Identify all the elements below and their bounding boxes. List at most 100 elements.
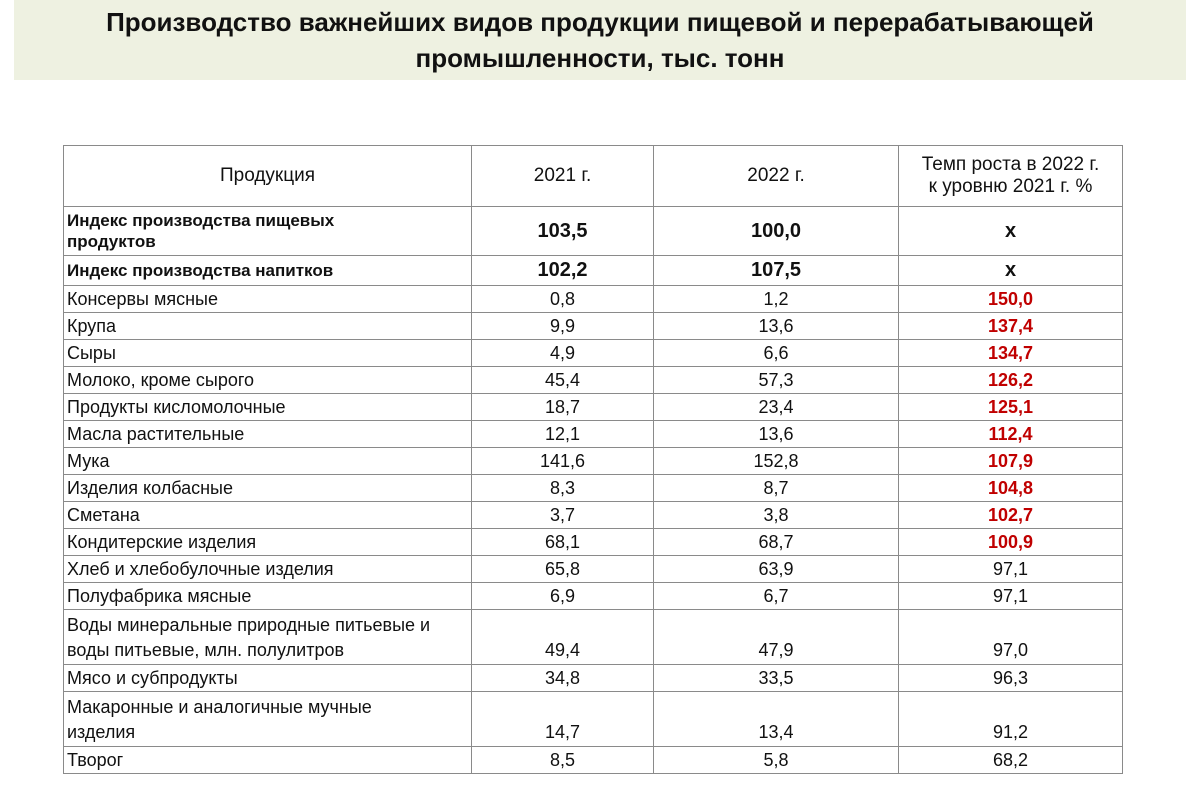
title-banner: Производство важнейших видов продукции п… — [14, 0, 1186, 80]
product-name-line-1: Молоко, кроме сырого — [67, 370, 255, 390]
table-row: Кондитерские изделия 68,1 68,7 100,9 — [63, 528, 1123, 556]
growth-cell: 97,1 — [898, 582, 1123, 610]
table-row: Молоко, кроме сырого 45,4 57,3 126,2 — [63, 366, 1123, 394]
table-row: Масла растительные 12,1 13,6 112,4 — [63, 420, 1123, 448]
value-2022-cell: 100,0 — [653, 206, 899, 256]
product-name-line-1: Мясо и субпродукты — [67, 668, 238, 688]
product-name-line-2: изделия — [67, 722, 136, 742]
table-row: Изделия колбасные 8,3 8,7 104,8 — [63, 474, 1123, 502]
product-name-line-1: Полуфабрика мясные — [67, 586, 252, 606]
product-name-line-1: Мука — [67, 451, 110, 471]
header-2022: 2022 г. — [653, 145, 899, 207]
product-name-cell: Молоко, кроме сырого — [63, 366, 472, 394]
product-name-line-1: Продукты кисломолочные — [67, 397, 286, 417]
product-name-line-1: Сыры — [67, 343, 116, 363]
value-2021-cell: 14,7 — [471, 691, 654, 747]
value-2022-cell: 3,8 — [653, 501, 899, 529]
index-row: Индекс производства напитков 102,2 107,5 х — [63, 255, 1123, 286]
value-2021-cell: 0,8 — [471, 285, 654, 313]
product-name-cell: Сметана — [63, 501, 472, 529]
growth-cell: 134,7 — [898, 339, 1123, 367]
product-name-cell: Сыры — [63, 339, 472, 367]
growth-cell: х — [898, 255, 1123, 286]
product-name-line-1: Масла растительные — [67, 424, 245, 444]
product-name-line-1: Макаронные и аналогичные мучные — [67, 697, 372, 717]
header-growth-line-2: к уровню 2021 г. % — [928, 176, 1093, 197]
value-2021-cell: 49,4 — [471, 609, 654, 665]
page-title-line-1: Производство важнейших видов продукции п… — [106, 7, 1094, 37]
value-2022-cell: 47,9 — [653, 609, 899, 665]
growth-cell: 107,9 — [898, 447, 1123, 475]
product-name-cell: Хлеб и хлебобулочные изделия — [63, 555, 472, 583]
header-growth: Темп роста в 2022 г. к уровню 2021 г. % — [898, 145, 1123, 207]
value-2021-cell: 4,9 — [471, 339, 654, 367]
product-name-cell: Мука — [63, 447, 472, 475]
value-2022-cell: 8,7 — [653, 474, 899, 502]
product-name-cell: Творог — [63, 746, 472, 774]
header-2021: 2021 г. — [471, 145, 654, 207]
table-row: Сыры 4,9 6,6 134,7 — [63, 339, 1123, 367]
growth-cell: х — [898, 206, 1123, 256]
product-name-cell: Масла растительные — [63, 420, 472, 448]
product-name-line-1: Индекс производства напитков — [67, 261, 334, 280]
page-title: Производство важнейших видов продукции п… — [106, 4, 1094, 76]
table-body: Индекс производства пищевых продуктов 103,… — [63, 206, 1123, 774]
table-row: Макаронные и аналогичные мучные изделия 14… — [63, 691, 1123, 747]
value-2022-cell: 57,3 — [653, 366, 899, 394]
table-row: Творог 8,5 5,8 68,2 — [63, 746, 1123, 774]
product-name-cell: Продукты кисломолочные — [63, 393, 472, 421]
value-2022-cell: 6,7 — [653, 582, 899, 610]
table-header-row: Продукция 2021 г. 2022 г. Темп роста в 2… — [63, 145, 1123, 207]
product-name-line-1: Хлеб и хлебобулочные изделия — [67, 559, 334, 579]
header-growth-line-1: Темп роста в 2022 г. — [921, 154, 1100, 175]
value-2021-cell: 12,1 — [471, 420, 654, 448]
value-2021-cell: 18,7 — [471, 393, 654, 421]
growth-cell: 126,2 — [898, 366, 1123, 394]
product-name-line-1: Крупа — [67, 316, 117, 336]
value-2021-cell: 68,1 — [471, 528, 654, 556]
growth-cell: 137,4 — [898, 312, 1123, 340]
value-2021-cell: 8,3 — [471, 474, 654, 502]
table-row: Продукты кисломолочные 18,7 23,4 125,1 — [63, 393, 1123, 421]
value-2022-cell: 1,2 — [653, 285, 899, 313]
growth-cell: 97,1 — [898, 555, 1123, 583]
table-row: Мясо и субпродукты 34,8 33,5 96,3 — [63, 664, 1123, 692]
value-2021-cell: 34,8 — [471, 664, 654, 692]
product-name-line-1: Индекс производства пищевых — [67, 211, 335, 230]
product-name-cell: Консервы мясные — [63, 285, 472, 313]
table-row: Консервы мясные 0,8 1,2 150,0 — [63, 285, 1123, 313]
production-table-wrapper: Продукция 2021 г. 2022 г. Темп роста в 2… — [63, 145, 1123, 774]
value-2021-cell: 3,7 — [471, 501, 654, 529]
growth-cell: 91,2 — [898, 691, 1123, 747]
value-2022-cell: 33,5 — [653, 664, 899, 692]
product-name-cell: Изделия колбасные — [63, 474, 472, 502]
growth-cell: 112,4 — [898, 420, 1123, 448]
index-name-cell: Индекс производства напитков — [63, 255, 472, 286]
product-name-cell: Воды минеральные природные питьевые и вод… — [63, 609, 472, 665]
value-2021-cell: 103,5 — [471, 206, 654, 256]
growth-cell: 100,9 — [898, 528, 1123, 556]
table-row: Сметана 3,7 3,8 102,7 — [63, 501, 1123, 529]
product-name-line-2: продуктов — [67, 232, 156, 251]
value-2022-cell: 63,9 — [653, 555, 899, 583]
growth-cell: 97,0 — [898, 609, 1123, 665]
table-row: Крупа 9,9 13,6 137,4 — [63, 312, 1123, 340]
value-2022-cell: 13,6 — [653, 420, 899, 448]
product-name-line-1: Воды минеральные природные питьевые и — [67, 615, 431, 635]
growth-cell: 102,7 — [898, 501, 1123, 529]
product-name-line-1: Творог — [67, 750, 124, 770]
value-2021-cell: 102,2 — [471, 255, 654, 286]
value-2022-cell: 6,6 — [653, 339, 899, 367]
product-name-line-1: Консервы мясные — [67, 289, 218, 309]
product-name-line-1: Изделия колбасные — [67, 478, 234, 498]
index-row: Индекс производства пищевых продуктов 103,… — [63, 206, 1123, 256]
product-name-line-2: воды питьевые, млн. полулитров — [67, 640, 345, 660]
value-2021-cell: 8,5 — [471, 746, 654, 774]
value-2021-cell: 141,6 — [471, 447, 654, 475]
growth-cell: 68,2 — [898, 746, 1123, 774]
table-row: Мука 141,6 152,8 107,9 — [63, 447, 1123, 475]
growth-cell: 125,1 — [898, 393, 1123, 421]
production-table: Продукция 2021 г. 2022 г. Темп роста в 2… — [63, 145, 1123, 774]
product-name-cell: Мясо и субпродукты — [63, 664, 472, 692]
value-2022-cell: 152,8 — [653, 447, 899, 475]
